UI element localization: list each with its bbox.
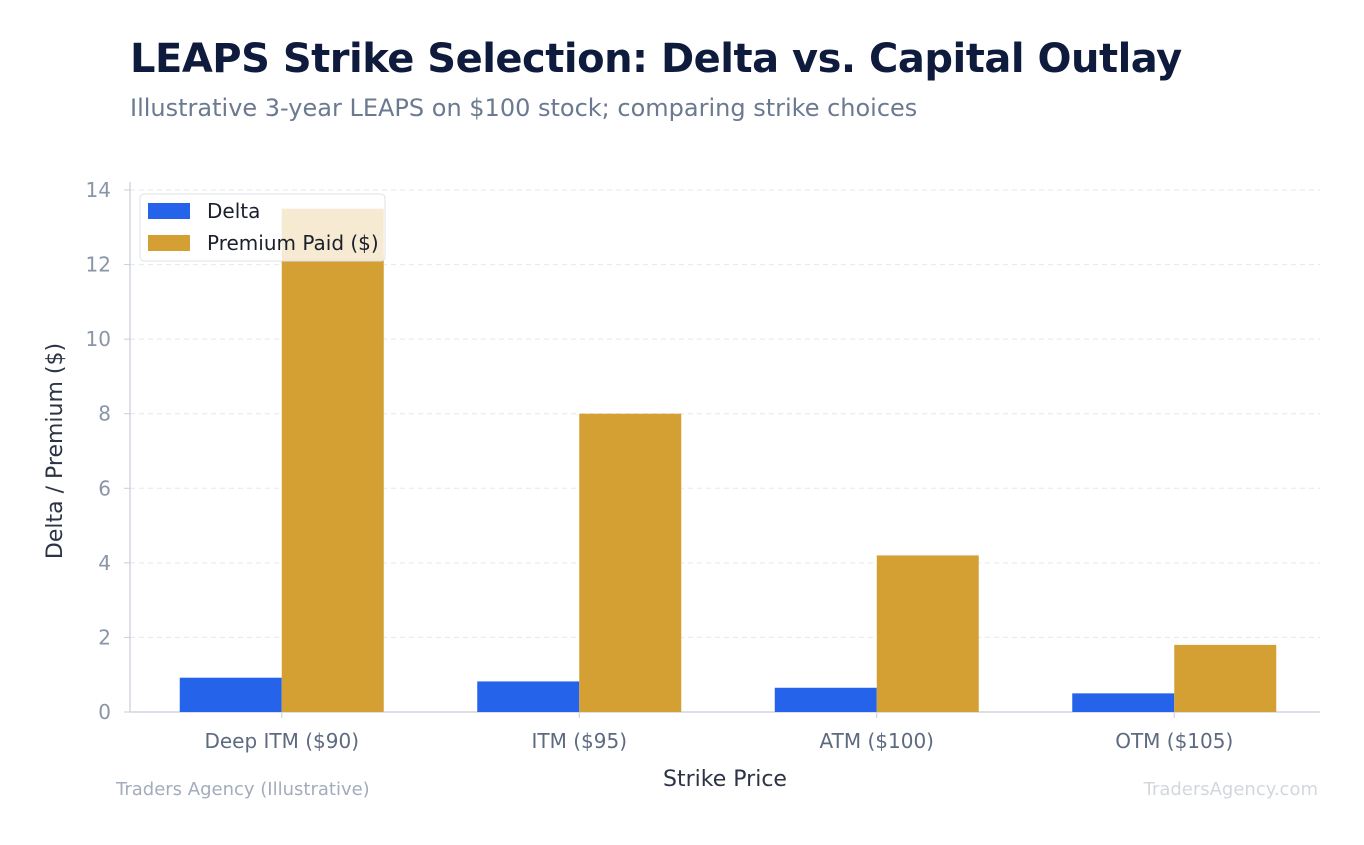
legend-label-premium: Premium Paid ($): [207, 231, 379, 255]
tick-labels: 0 2 4 6 8 10 12 14 Deep ITM ($90) ITM ($95) ATM ($…: [86, 178, 1234, 753]
legend-swatch-premium: [148, 235, 190, 251]
y-tick-label: 6: [98, 476, 111, 500]
bars: [179, 208, 1277, 712]
chart-subtitle: Illustrative 3-year LEAPS on $100 stock;…: [130, 94, 918, 122]
y-axis-label: Delta / Premium ($): [43, 343, 68, 559]
bar-delta: [774, 687, 877, 712]
x-tick-label: OTM ($105): [1115, 729, 1233, 753]
y-tick-label: 2: [98, 625, 111, 649]
y-tick-label: 0: [98, 700, 111, 724]
x-axis-label: Strike Price: [663, 767, 787, 792]
legend-box: [139, 193, 386, 262]
y-tick-label: 4: [98, 551, 111, 575]
y-tick-label: 14: [86, 178, 111, 202]
bar-premium: [281, 208, 384, 712]
y-tick-label: 8: [98, 402, 111, 426]
legend: Delta Premium Paid ($): [139, 193, 386, 262]
x-tick-label: ITM ($95): [531, 729, 627, 753]
y-tick-label: 10: [86, 327, 111, 351]
bar-premium: [876, 555, 979, 712]
chart-title: LEAPS Strike Selection: Delta vs. Capita…: [130, 36, 1182, 82]
bar-premium: [1174, 644, 1277, 712]
legend-label-delta: Delta: [207, 199, 260, 223]
bar-premium: [579, 413, 682, 712]
x-tick-label: Deep ITM ($90): [204, 729, 359, 753]
website-credit: TradersAgency.com: [1143, 779, 1318, 800]
bar-delta: [477, 681, 580, 712]
source-credit: Traders Agency (Illustrative): [116, 779, 370, 800]
bar-delta: [179, 677, 282, 712]
y-tick-label: 12: [86, 253, 111, 277]
bar-delta: [1072, 693, 1175, 712]
x-tick-label: ATM ($100): [820, 729, 934, 753]
legend-swatch-delta: [148, 203, 190, 219]
